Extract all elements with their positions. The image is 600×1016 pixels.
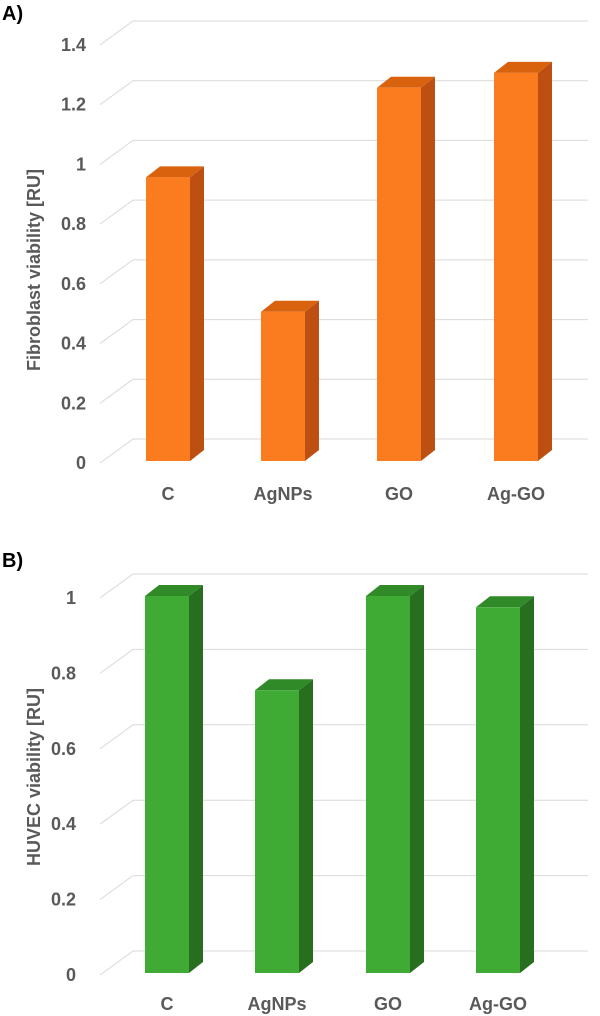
panel-b-category-label: C bbox=[161, 994, 174, 1014]
panel-b-bar-top bbox=[476, 596, 534, 608]
panel-a-bar-c bbox=[146, 166, 204, 461]
panel-a-gridline bbox=[99, 139, 588, 165]
panel-a-bar-side bbox=[305, 300, 319, 461]
panel-a-bar-front bbox=[377, 87, 421, 462]
panel-a-bar-go bbox=[377, 76, 435, 462]
panel-b-gridline bbox=[99, 573, 588, 599]
panel-b-category-label: Ag-GO bbox=[469, 994, 527, 1014]
panel-a-gridline bbox=[99, 319, 588, 344]
panel-a-bar-front bbox=[494, 72, 538, 461]
panel-a-category-label: Ag-GO bbox=[487, 484, 545, 504]
panel-a-bar-ag-go bbox=[494, 61, 552, 461]
panel-a-y-tick-label: 1.4 bbox=[61, 35, 86, 55]
panel-b-bar-ag-go bbox=[476, 596, 534, 973]
panel-b-bar-go bbox=[366, 585, 424, 973]
panel-b-gridline bbox=[99, 724, 588, 750]
panel-a-gridline bbox=[99, 438, 588, 464]
panel-b-bar-top bbox=[366, 585, 424, 596]
panel-b-plot: 0 0.2 0.4 0.6 0.8 1 C AgNPs GO Ag-GO bbox=[51, 573, 588, 1014]
panel-a-bar-front bbox=[146, 177, 190, 461]
panel-a-y-tick-label: 0 bbox=[76, 453, 86, 473]
panel-a-gridline bbox=[99, 80, 588, 106]
panel-a-y-tick-label: 0.6 bbox=[61, 274, 86, 294]
panel-b-y-tick-label: 0.4 bbox=[51, 814, 76, 834]
panel-b-bar-side bbox=[410, 585, 424, 973]
panel-a-category-label: C bbox=[162, 484, 175, 504]
panel-a-y-tick-label: 0.4 bbox=[61, 334, 86, 354]
panel-b-category-label: AgNPs bbox=[247, 994, 306, 1014]
panel-b-category-label: GO bbox=[374, 994, 402, 1014]
panel-a-bar-top bbox=[494, 61, 552, 73]
panel-a-y-tick-label: 0.8 bbox=[61, 214, 86, 234]
panel-a-bar-side bbox=[421, 76, 435, 462]
panel-a-plot: 0 0.2 0.4 0.6 0.8 1 1.2 1.4 C AgNPs GO Ag-GO bbox=[61, 20, 588, 504]
panel-b-gridline bbox=[99, 950, 588, 976]
panel-b-y-tick-label: 0.6 bbox=[51, 739, 76, 759]
panel-a-bar-agnps bbox=[261, 300, 319, 461]
panel-b-bar-front bbox=[145, 596, 189, 973]
panel-b-gridline bbox=[99, 875, 588, 901]
panel-a-bar-side bbox=[538, 61, 552, 461]
panel-a-category-label: GO bbox=[385, 484, 413, 504]
panel-b-bar-front bbox=[476, 607, 520, 973]
panel-b-bar-side bbox=[189, 585, 203, 973]
panel-a-y-axis-title: Fibroblast viability [RU] bbox=[24, 169, 44, 371]
panel-a-y-tick-label: 1.2 bbox=[61, 95, 86, 115]
panel-a-category-label: AgNPs bbox=[253, 484, 312, 504]
panel-a-y-tick-label: 0.2 bbox=[61, 393, 86, 413]
panel-b-bar-c bbox=[145, 585, 203, 973]
panel-a-gridline bbox=[99, 20, 588, 46]
panel-b-bar-front bbox=[255, 690, 299, 973]
panel-b-gridline bbox=[99, 799, 588, 825]
panel-b-bar-side bbox=[520, 596, 534, 973]
panel-a-y-tick-label: 1 bbox=[76, 154, 86, 174]
panel-b-y-tick-label: 0.2 bbox=[51, 890, 76, 910]
panel-b-bar-top bbox=[255, 679, 313, 691]
panel-b-bar-front bbox=[366, 596, 410, 973]
panel-a-bar-front bbox=[261, 311, 305, 461]
panel-b-y-axis-title: HUVEC viability [RU] bbox=[24, 688, 44, 866]
panel-b-bar-top bbox=[145, 585, 203, 596]
panel-b-y-tick-label: 1 bbox=[66, 588, 76, 608]
panel-a-gridline bbox=[99, 259, 588, 285]
panel-a-bar-top bbox=[377, 76, 435, 88]
panel-a-bar-top bbox=[146, 166, 204, 178]
panel-a-bar-side bbox=[190, 166, 204, 461]
panel-b-y-tick-label: 0 bbox=[66, 965, 76, 985]
panel-a-gridline bbox=[99, 199, 588, 225]
panel-b-bar-agnps bbox=[255, 679, 313, 973]
panel-b-label: B) bbox=[2, 550, 23, 572]
panel-b-y-tick-label: 0.8 bbox=[51, 663, 76, 683]
panel-b-bar-side bbox=[299, 679, 313, 973]
panel-a-label: A) bbox=[2, 3, 23, 25]
panel-b-gridline bbox=[99, 648, 588, 674]
panel-a-gridline bbox=[99, 378, 588, 404]
panel-a-bar-top bbox=[261, 300, 319, 312]
